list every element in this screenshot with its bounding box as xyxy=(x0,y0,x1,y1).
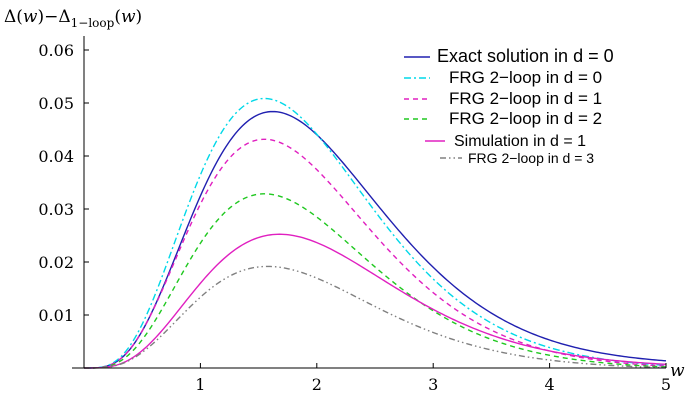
ticks: 1 2 3 4 5 0.01 0.02 0.03 0.04 0.05 0.06 xyxy=(38,41,671,394)
series-line-2 xyxy=(84,97,667,369)
x-tick-label: 2 xyxy=(312,375,322,394)
series-line-4 xyxy=(83,193,667,369)
curves xyxy=(83,97,667,369)
x-tick-label: 5 xyxy=(661,375,671,394)
legend-label-2: FRG 2−loop in d = 0 xyxy=(449,68,602,87)
y-tick-label: 0.03 xyxy=(38,200,74,219)
y-tick-label: 0.04 xyxy=(38,147,74,166)
x-axis-label: w xyxy=(670,361,685,381)
series-line-5 xyxy=(84,233,667,369)
y-tick-label: 0.02 xyxy=(38,253,74,272)
y-axis-label: Δ(w)−Δ1−loop(w) xyxy=(4,7,142,30)
series-line-3 xyxy=(83,138,667,369)
legend-label-1: Exact solution in d = 0 xyxy=(437,46,614,66)
x-tick-label: 3 xyxy=(428,375,438,394)
x-tick-label: 1 xyxy=(195,375,205,394)
legend-label-4: FRG 2−loop in d = 2 xyxy=(449,109,602,128)
legend: Exact solution in d = 0 FRG 2−loop in d =… xyxy=(404,46,614,166)
series-line-1 xyxy=(83,110,667,369)
series-line-6 xyxy=(83,265,667,369)
legend-label-3: FRG 2−loop in d = 1 xyxy=(449,89,602,108)
axes xyxy=(72,36,666,369)
legend-label-6: FRG 2−loop in d = 3 xyxy=(468,150,594,166)
x-tick-label: 4 xyxy=(545,375,555,394)
y-tick-label: 0.01 xyxy=(38,306,74,325)
y-tick-label: 0.05 xyxy=(38,94,74,113)
y-tick-label: 0.06 xyxy=(38,41,74,60)
legend-label-5: Simulation in d = 1 xyxy=(454,133,586,150)
